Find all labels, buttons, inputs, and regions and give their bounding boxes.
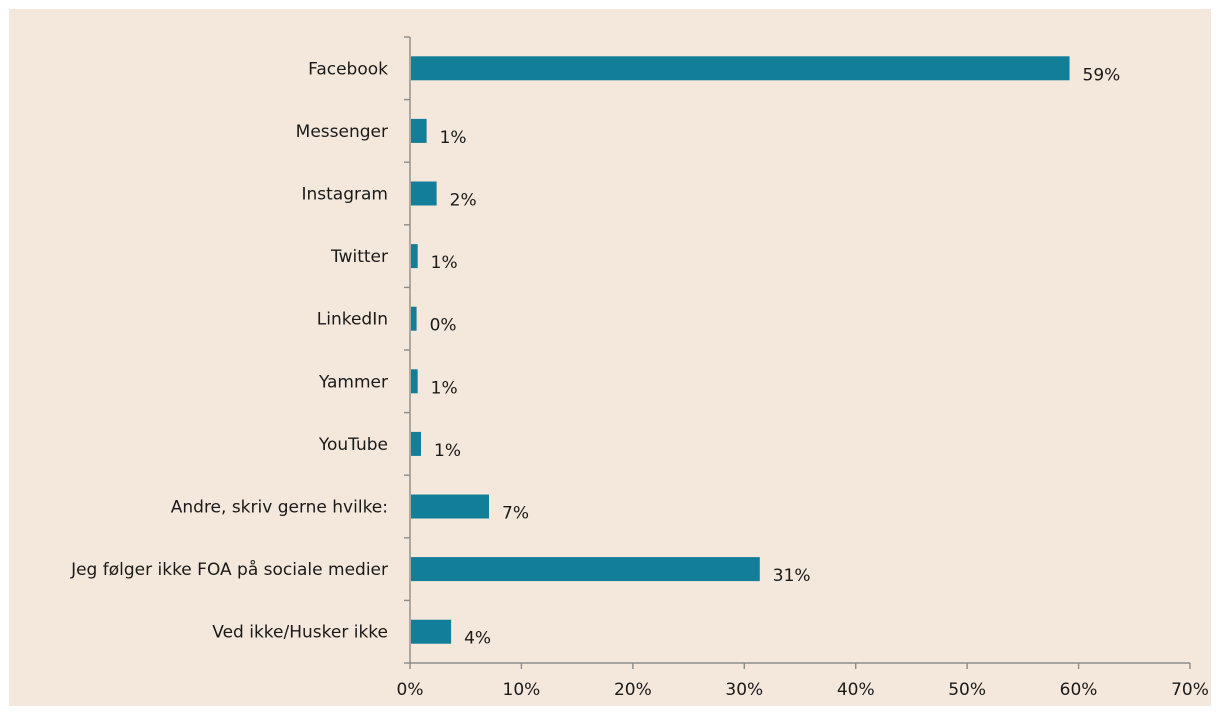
- value-label-4: 0%: [430, 316, 457, 336]
- bar-3: [411, 244, 418, 269]
- bar-7: [411, 494, 489, 519]
- category-label-4: LinkedIn: [317, 310, 388, 330]
- bar-2: [411, 181, 437, 206]
- category-label-9: Ved ikke/Husker ikke: [212, 623, 388, 643]
- x-tick-label-3: 30%: [725, 680, 763, 700]
- value-label-1: 1%: [440, 128, 467, 148]
- value-label-0: 59%: [1083, 65, 1121, 85]
- category-label-3: Twitter: [330, 247, 388, 267]
- category-label-7: Andre, skriv gerne hvilke:: [171, 498, 388, 518]
- x-tick-label-6: 60%: [1060, 680, 1098, 700]
- value-label-7: 7%: [502, 504, 529, 524]
- chart-panel: Facebook 59% Messenger 1% Instagram 2% Twitter…: [9, 9, 1211, 706]
- value-label-3: 1%: [431, 253, 458, 273]
- x-tick-label-7: 70%: [1171, 680, 1209, 700]
- x-tick-label-2: 20%: [614, 680, 652, 700]
- x-tick-label-5: 50%: [948, 680, 986, 700]
- category-label-1: Messenger: [296, 122, 388, 142]
- category-label-2: Instagram: [302, 185, 389, 205]
- x-tick-label-4: 40%: [837, 680, 875, 700]
- category-label-0: Facebook: [308, 59, 388, 79]
- x-tick-label-1: 10%: [503, 680, 541, 700]
- bar-6: [411, 431, 422, 456]
- bar-9: [411, 619, 452, 644]
- x-tick-label-0: 0%: [397, 680, 424, 700]
- value-label-9: 4%: [464, 629, 491, 649]
- value-label-2: 2%: [450, 191, 477, 211]
- bar-1: [411, 118, 427, 143]
- value-label-6: 1%: [434, 441, 461, 461]
- value-label-8: 31%: [773, 566, 811, 586]
- value-label-5: 1%: [431, 378, 458, 398]
- bar-5: [411, 369, 418, 394]
- category-label-6: YouTube: [318, 435, 388, 455]
- bar-chart: Facebook 59% Messenger 1% Instagram 2% Twitter…: [70, 36, 1209, 700]
- category-label-5: Yammer: [318, 372, 388, 392]
- category-label-8: Jeg følger ikke FOA på sociale medier: [70, 559, 388, 580]
- bar-0: [411, 56, 1070, 81]
- bar-4: [411, 306, 417, 331]
- bar-8: [411, 557, 760, 582]
